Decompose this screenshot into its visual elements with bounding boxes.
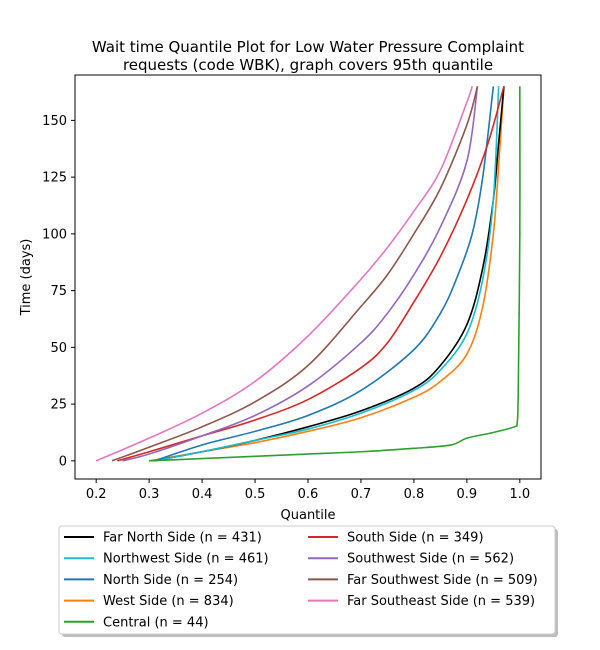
legend-entry: Far Southeast Side (n = 539) [347, 594, 535, 609]
x-tick-label: 0.4 [192, 487, 213, 502]
legend-box [58, 525, 556, 635]
legend-entry: Far North Side (n = 431) [103, 531, 262, 546]
x-tick-label: 0.6 [298, 487, 319, 502]
legend-entry: Southwest Side (n = 562) [347, 552, 514, 567]
plot-series [95, 86, 521, 462]
y-tick-label: 100 [42, 227, 67, 242]
series-line [154, 86, 500, 462]
y-tick-label: 25 [50, 398, 67, 413]
y-tick-label: 50 [50, 341, 67, 356]
x-tick-label: 0.5 [245, 487, 266, 502]
x-axis-label: Quantile [281, 508, 336, 523]
series-line [122, 86, 479, 462]
x-tick-label: 0.8 [404, 487, 425, 502]
x-tick-label: 0.7 [351, 487, 372, 502]
series-line [149, 86, 505, 462]
series-line [117, 86, 505, 462]
y-tick-label: 0 [59, 454, 67, 469]
legend-entry: South Side (n = 349) [347, 531, 484, 546]
y-tick-label: 150 [42, 114, 67, 129]
x-tick-label: 1.0 [509, 487, 530, 502]
legend-entry: West Side (n = 834) [103, 594, 234, 609]
series-line [154, 86, 495, 462]
series-line [149, 86, 521, 462]
chart-title: Wait time Quantile Plot for Low Water Pr… [92, 38, 524, 74]
series-line [95, 86, 473, 462]
legend: Far North Side (n = 431) Northwest Side (… [58, 525, 558, 637]
legend-entry: Far Southwest Side (n = 509) [347, 573, 538, 588]
x-tick-label: 0.9 [457, 487, 478, 502]
y-axis: 0 25 50 75 100 125 150 [42, 114, 75, 469]
y-axis-label: Time (days) [19, 239, 34, 317]
legend-entry: North Side (n = 254) [103, 573, 238, 588]
x-axis: 0.2 0.3 0.4 0.5 0.6 0.7 0.8 0.9 1.0 [86, 479, 530, 502]
y-tick-label: 125 [42, 171, 67, 186]
x-tick-label: 0.3 [139, 487, 160, 502]
legend-entry: Northwest Side (n = 461) [103, 552, 269, 567]
x-tick-label: 0.2 [86, 487, 107, 502]
series-line [111, 86, 479, 462]
y-tick-label: 75 [50, 284, 67, 299]
chart-title-line: Wait time Quantile Plot for Low Water Pr… [92, 38, 524, 56]
legend-entry: Central (n = 44) [103, 615, 209, 630]
chart-title-line: requests (code WBK), graph covers 95th q… [123, 56, 493, 74]
